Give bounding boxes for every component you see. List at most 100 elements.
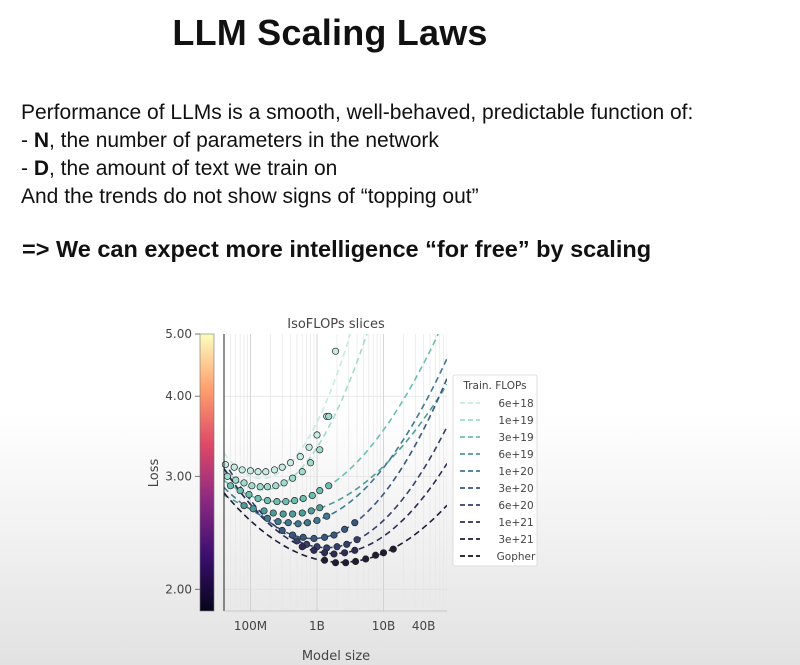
legend-title: Train. FLOPs bbox=[462, 380, 526, 392]
legend: Train. FLOPs 6e+18 1e+19 3e+19 6e+19 1e+20 3e… bbox=[452, 374, 538, 567]
x-tick-label: 10B bbox=[372, 619, 396, 633]
data-point bbox=[254, 494, 262, 503]
legend-label: 3e+19 bbox=[498, 432, 533, 444]
legend-label: 1e+19 bbox=[498, 415, 533, 427]
bullet-list: Performance of LLMs is a smooth, well-be… bbox=[21, 99, 693, 211]
data-point bbox=[240, 479, 248, 487]
data-point bbox=[389, 545, 397, 553]
y-tick-label: 2.00 bbox=[165, 582, 192, 596]
data-point bbox=[307, 507, 315, 515]
colorbar bbox=[199, 333, 215, 612]
data-point bbox=[280, 479, 288, 487]
data-point bbox=[331, 559, 340, 567]
x-tick-label: 100M bbox=[234, 619, 267, 633]
data-point bbox=[291, 497, 299, 505]
data-point bbox=[278, 526, 286, 535]
x-axis-label: Model size bbox=[302, 649, 370, 664]
legend-label: 3e+21 bbox=[498, 534, 533, 546]
data-point bbox=[303, 519, 312, 527]
legend-label: 3e+20 bbox=[498, 483, 533, 495]
data-point bbox=[246, 467, 255, 475]
chart-title: IsoFLOPs slices bbox=[287, 317, 385, 332]
data-point bbox=[333, 543, 341, 551]
conclusion-line: => We can expect more intelligence “for … bbox=[22, 236, 652, 262]
fit-curve bbox=[224, 358, 447, 525]
data-point bbox=[313, 431, 321, 439]
data-point bbox=[221, 460, 229, 469]
data-point bbox=[282, 498, 290, 506]
data-point bbox=[313, 516, 321, 525]
x-tick-label: 40B bbox=[412, 619, 436, 633]
isoflops-figure: 2.00 3.00 4.00 5.00 IsoFLOPs slices Loss Mo… bbox=[140, 305, 560, 665]
y-axis-label: Loss bbox=[147, 459, 162, 488]
data-point bbox=[323, 512, 331, 520]
bullet-text: , the number of parameters in the networ… bbox=[49, 129, 439, 152]
data-point bbox=[351, 546, 359, 554]
data-point bbox=[245, 490, 253, 499]
data-point bbox=[294, 520, 302, 528]
data-point bbox=[310, 546, 318, 554]
data-point bbox=[362, 555, 370, 563]
data-point bbox=[263, 514, 272, 522]
data-point bbox=[278, 463, 286, 471]
data-point bbox=[238, 466, 246, 474]
data-point bbox=[256, 483, 264, 491]
trend-note: And the trends do not show signs of “top… bbox=[21, 185, 479, 208]
data-point bbox=[298, 543, 306, 551]
data-points bbox=[221, 347, 397, 567]
data-point bbox=[321, 533, 329, 541]
legend-label: 6e+20 bbox=[498, 500, 533, 512]
fit-curve bbox=[224, 463, 447, 555]
data-point bbox=[236, 487, 244, 495]
bullet-text: , the amount of text we train on bbox=[49, 157, 338, 180]
data-point bbox=[316, 446, 324, 454]
intro-line: Performance of LLMs is a smooth, well-be… bbox=[21, 101, 694, 124]
data-point bbox=[352, 557, 360, 566]
data-point bbox=[296, 453, 304, 461]
data-point bbox=[325, 412, 333, 420]
y-axis-ticks: 2.00 3.00 4.00 5.00 bbox=[165, 327, 200, 596]
legend-label: Gopher bbox=[497, 551, 536, 563]
bullet-prefix: - bbox=[21, 157, 34, 180]
data-point bbox=[248, 482, 256, 490]
data-point bbox=[272, 482, 280, 490]
legend-label: 1e+21 bbox=[498, 517, 533, 529]
data-point bbox=[299, 494, 307, 503]
slide-title: LLM Scaling Laws bbox=[172, 12, 488, 53]
y-tick-label: 4.00 bbox=[165, 389, 192, 403]
data-point bbox=[342, 559, 350, 567]
data-point bbox=[343, 540, 351, 548]
data-point bbox=[308, 491, 316, 500]
data-point bbox=[321, 556, 329, 564]
bullet-bold: D bbox=[33, 157, 49, 180]
data-point bbox=[260, 507, 268, 515]
data-point bbox=[316, 487, 324, 495]
data-point bbox=[270, 466, 279, 474]
y-tick-label: 5.00 bbox=[165, 327, 192, 341]
data-point bbox=[331, 347, 340, 355]
data-point bbox=[379, 549, 388, 557]
data-point bbox=[289, 531, 297, 539]
data-point bbox=[223, 472, 231, 480]
data-point bbox=[325, 482, 333, 490]
data-point bbox=[306, 459, 315, 467]
data-point bbox=[330, 531, 338, 539]
bullet-bold: N bbox=[33, 129, 49, 152]
data-point bbox=[353, 536, 361, 544]
data-point bbox=[341, 525, 349, 533]
x-axis-ticks: 100M 1B 10B 40B bbox=[234, 619, 435, 633]
data-point bbox=[351, 519, 359, 527]
data-point bbox=[269, 509, 277, 517]
data-point bbox=[279, 510, 287, 518]
data-point bbox=[299, 533, 307, 541]
legend-label: 1e+20 bbox=[498, 466, 533, 478]
data-point bbox=[249, 505, 257, 513]
data-point bbox=[289, 510, 297, 518]
legend-items: 6e+18 1e+19 3e+19 6e+19 1e+20 3e+20 6e+20 1e+21… bbox=[460, 398, 536, 563]
fit-curve bbox=[224, 383, 447, 515]
data-point bbox=[372, 551, 380, 559]
data-point bbox=[286, 459, 295, 467]
data-point bbox=[298, 468, 306, 476]
bullet-n: - N, the number of parameters in the net… bbox=[21, 127, 693, 155]
fit-curve bbox=[224, 334, 368, 491]
